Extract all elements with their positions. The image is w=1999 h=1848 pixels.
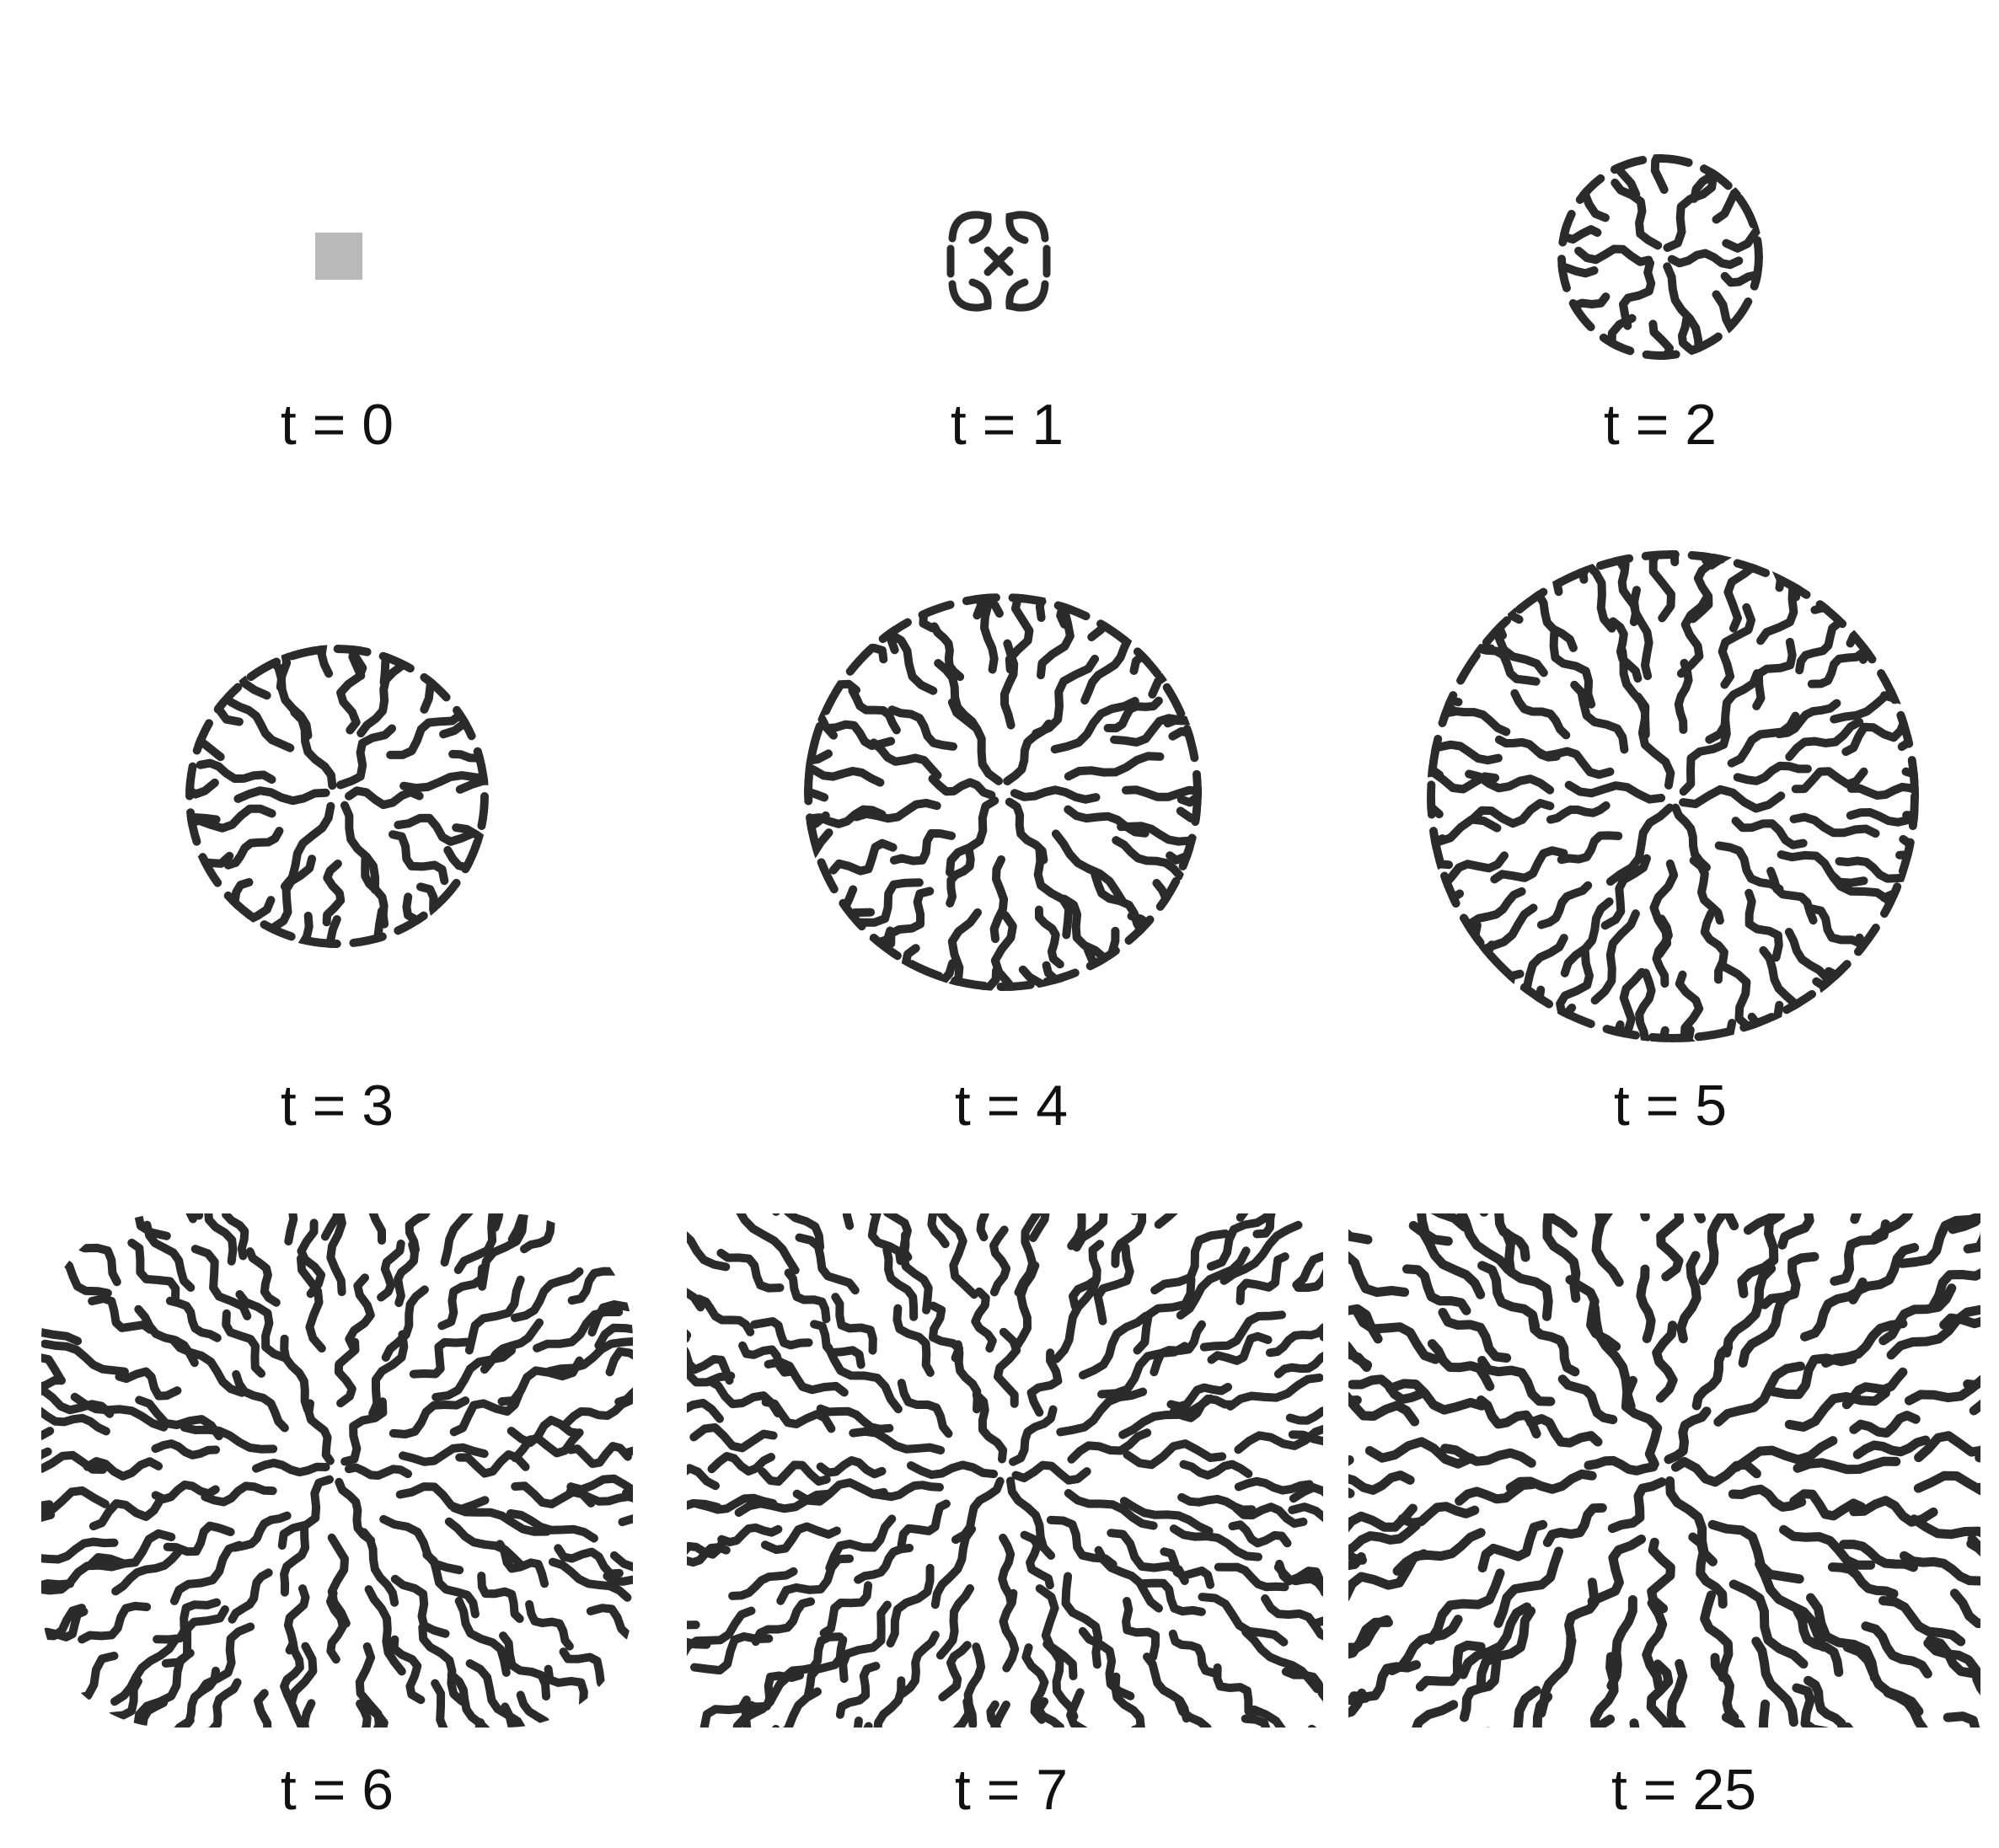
pattern-panel-t3	[177, 636, 497, 956]
pattern-panel-t25	[1348, 1213, 1980, 1727]
panel-label-t7: t = 7	[954, 1758, 1069, 1822]
panel-label-t2: t = 2	[1603, 393, 1718, 457]
panel-label-t25: t = 25	[1610, 1758, 1757, 1822]
pattern-panel-t0	[278, 202, 396, 320]
panel-label-t4: t = 4	[954, 1074, 1069, 1138]
pattern-panel-t1	[935, 198, 1062, 324]
pattern-panel-t4	[796, 586, 1209, 999]
pattern-panel-t2	[1551, 147, 1770, 367]
panel-label-t3: t = 3	[280, 1074, 394, 1138]
panel-label-t6: t = 6	[280, 1758, 394, 1822]
panel-label-t0: t = 0	[280, 393, 394, 457]
panel-label-t5: t = 5	[1613, 1074, 1728, 1138]
pattern-panel-t6	[38, 1213, 636, 1727]
pattern-panel-t5	[1416, 539, 1930, 1053]
pattern-panel-t7	[687, 1213, 1323, 1727]
panel-label-t1: t = 1	[950, 393, 1064, 457]
